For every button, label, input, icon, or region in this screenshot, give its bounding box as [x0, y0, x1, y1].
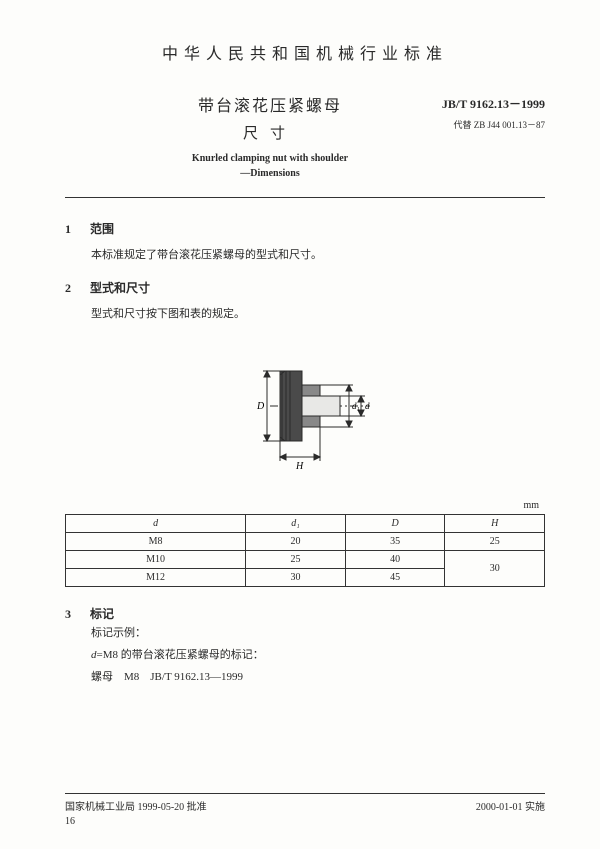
mark-line-1: 标记示例：: [91, 622, 545, 644]
th-D: D: [345, 515, 445, 533]
sec1-num: 1: [65, 222, 87, 237]
org-title: 中华人民共和国机械行业标准: [65, 40, 545, 64]
fig-label-H: H: [295, 461, 304, 471]
table-header-row: d d₁ D H: [66, 515, 545, 533]
cell-merged: 30: [445, 551, 545, 587]
sec3-num: 3: [65, 607, 87, 622]
mark-line-2: d=M8 的带台滚花压紧螺母的标记：: [91, 644, 545, 666]
th-d1: d₁: [246, 515, 346, 533]
replaces-code: 代替 ZB J44 001.13－87: [415, 116, 545, 134]
standard-code: JB/T 9162.13－1999: [415, 92, 545, 116]
table-row: M8 20 35 25: [66, 533, 545, 551]
title-block: 带台滚花压紧螺母 尺寸 Knurled clamping nut with sh…: [65, 92, 415, 181]
sec2-body: 型式和尺寸按下图和表的规定。: [91, 306, 545, 324]
header-row: 带台滚花压紧螺母 尺寸 Knurled clamping nut with sh…: [65, 92, 545, 181]
sec3-title: 标记: [90, 607, 114, 621]
sec1-title: 范围: [90, 222, 114, 236]
sec2-num: 2: [65, 281, 87, 296]
cell: M8: [66, 533, 246, 551]
title-cn: 带台滚花压紧螺母: [125, 92, 415, 116]
divider-top: [65, 197, 545, 198]
title-en-2: —Dimensions: [125, 166, 415, 181]
th-H: H: [445, 515, 545, 533]
th-d: d: [66, 515, 246, 533]
section-3: 3 标记 标记示例： d=M8 的带台滚花压紧螺母的标记： 螺母 M8 JB/T…: [65, 605, 545, 688]
dimension-table: d d₁ D H M8 20 35 25 M10 25 40 30 M12 30: [65, 514, 545, 587]
figure: D d d₁ H: [65, 341, 545, 476]
page-number: 16: [65, 816, 75, 827]
cell: 40: [345, 551, 445, 569]
footer: 国家机械工业局 1999-05-20 批准 2000-01-01 实施: [65, 793, 545, 813]
cell: 35: [345, 533, 445, 551]
fig-label-d1: d₁: [352, 401, 360, 411]
section-1: 1 范围 本标准规定了带台滚花压紧螺母的型式和尺寸。: [65, 220, 545, 265]
cell: 25: [246, 551, 346, 569]
code-block: JB/T 9162.13－1999 代替 ZB J44 001.13－87: [415, 92, 545, 134]
footer-approval: 国家机械工业局 1999-05-20 批准: [65, 798, 207, 813]
table-row: M10 25 40 30: [66, 551, 545, 569]
cell: M12: [66, 569, 246, 587]
unit-label: mm: [65, 500, 545, 511]
cell: 45: [345, 569, 445, 587]
section-2: 2 型式和尺寸 型式和尺寸按下图和表的规定。: [65, 279, 545, 324]
cell: 20: [246, 533, 346, 551]
sec1-body: 本标准规定了带台滚花压紧螺母的型式和尺寸。: [91, 247, 545, 265]
fig-label-D: D: [256, 401, 265, 412]
mark-l2-rest: =M8 的带台滚花压紧螺母的标记：: [97, 649, 264, 661]
cell: 25: [445, 533, 545, 551]
footer-effective: 2000-01-01 实施: [476, 798, 545, 813]
mark-line-3: 螺母 M8 JB/T 9162.13—1999: [91, 666, 545, 688]
cell: M10: [66, 551, 246, 569]
fig-label-d: d: [365, 401, 370, 411]
cell: 30: [246, 569, 346, 587]
title-en-1: Knurled clamping nut with shoulder: [125, 151, 415, 166]
sec2-title: 型式和尺寸: [90, 281, 150, 295]
title-sub: 尺寸: [125, 122, 415, 143]
